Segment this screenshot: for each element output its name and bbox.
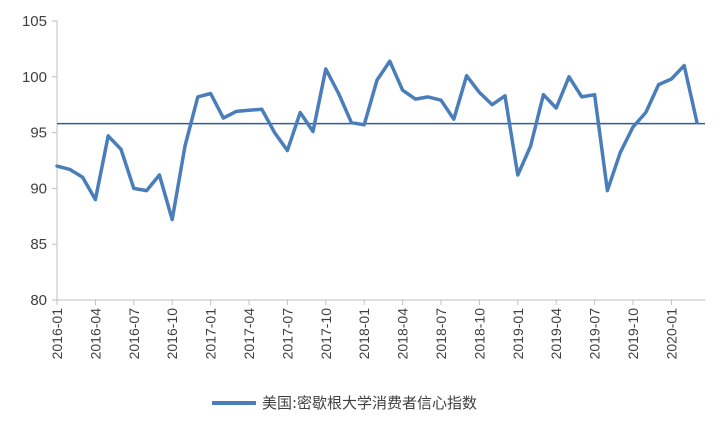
y-tick-label: 95 (30, 125, 47, 142)
x-tick-label: 2018-07 (433, 308, 449, 360)
y-tick-label: 100 (22, 69, 47, 86)
x-tick-label: 2016-07 (126, 308, 142, 360)
x-tick-label: 2019-10 (625, 308, 641, 360)
x-tick-label: 2018-10 (471, 308, 487, 360)
x-tick-label: 2016-04 (87, 308, 103, 360)
x-axis-ticks: 2016-01 2016-04 2016-07 2016-10 2017-01 2017-… (49, 300, 679, 359)
x-tick-label: 2020-01 (663, 308, 679, 360)
legend-label: 美国:密歇根大学消费者信心指数 (262, 394, 478, 412)
y-tick-label: 105 (22, 13, 47, 30)
x-tick-label: 2017-10 (318, 308, 334, 360)
series-line (55, 59, 699, 222)
legend: 美国:密歇根大学消费者信心指数 (212, 392, 477, 413)
y-tick-label: 80 (30, 292, 47, 309)
x-tick-label: 2017-01 (203, 308, 219, 360)
x-tick-label: 2019-04 (548, 308, 564, 360)
x-tick-label: 2019-01 (510, 308, 526, 360)
y-tick-label: 90 (30, 180, 47, 197)
x-tick-label: 2018-01 (356, 308, 372, 360)
x-tick-label: 2017-07 (279, 308, 295, 360)
y-axis-ticks: 80 85 90 95 100 105 (22, 13, 57, 309)
x-tick-label: 2018-04 (395, 308, 411, 360)
x-tick-label: 2019-07 (587, 308, 603, 360)
x-tick-label: 2017-04 (241, 308, 257, 360)
legend-swatch (212, 400, 256, 405)
x-tick-label: 2016-10 (164, 308, 180, 360)
y-tick-label: 85 (30, 236, 47, 253)
x-tick-label: 2016-01 (49, 308, 65, 360)
